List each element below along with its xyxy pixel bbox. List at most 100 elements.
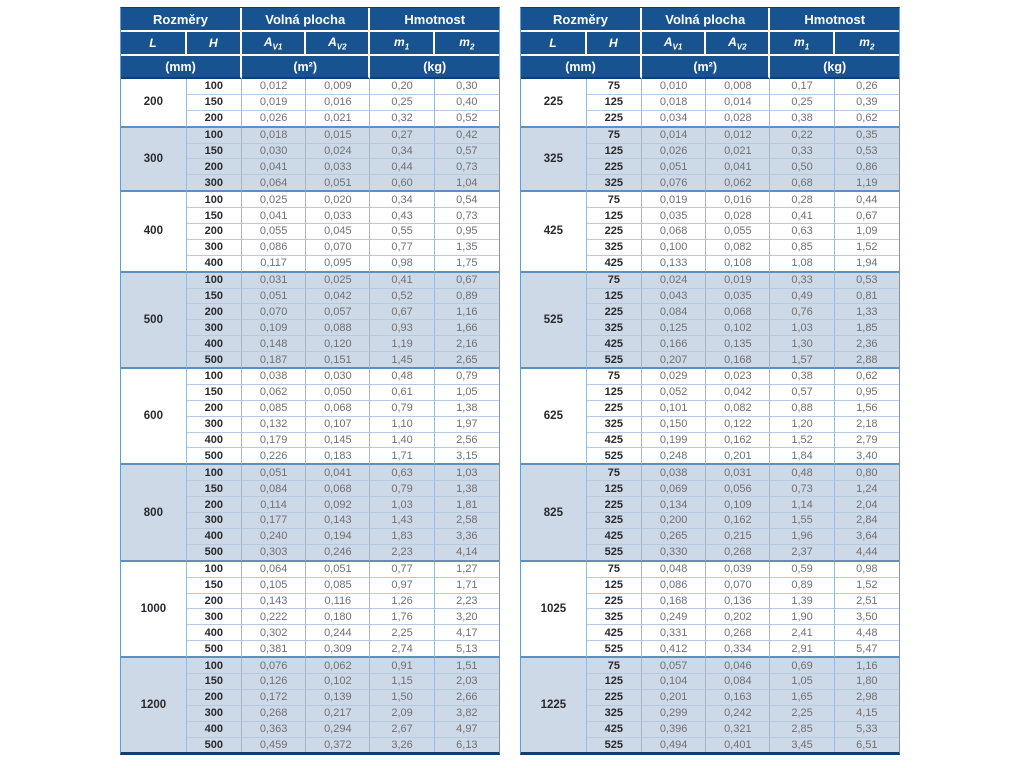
value-cell: 0,77 — [370, 561, 435, 578]
value-cell: 0,172 — [241, 689, 307, 706]
value-cell: 2,74 — [370, 641, 435, 659]
table-row: 225 0,034 0,028 0,38 0,62 — [521, 110, 899, 128]
h-cell: 325 — [586, 175, 642, 193]
table-row: 500 0,459 0,372 3,26 6,13 — [121, 737, 499, 753]
value-cell: 0,44 — [370, 159, 435, 176]
value-cell: 0,50 — [770, 159, 835, 176]
value-cell: 0,222 — [241, 609, 307, 626]
h-cell: 500 — [186, 544, 242, 562]
value-cell: 0,89 — [434, 288, 499, 305]
header-unit: (kg) — [770, 56, 899, 79]
h-cell: 150 — [186, 94, 242, 111]
value-cell: 0,381 — [241, 641, 307, 659]
value-cell: 0,048 — [641, 561, 707, 578]
value-cell: 2,18 — [834, 416, 899, 433]
l-cell: 300 — [121, 127, 187, 193]
value-cell: 0,249 — [641, 609, 707, 626]
value-cell: 1,57 — [770, 352, 835, 370]
value-cell: 0,041 — [241, 159, 307, 176]
h-cell: 125 — [586, 94, 642, 111]
h-cell: 225 — [586, 304, 642, 321]
h-cell: 425 — [586, 721, 642, 738]
value-cell: 0,045 — [306, 224, 371, 240]
data-table: Rozměry Volná plocha Hmotnost L H AV1 AV2 m1 m2(… — [521, 8, 899, 753]
header-group-label: Rozměry — [121, 8, 242, 32]
h-cell: 300 — [186, 320, 242, 337]
value-cell: 1,71 — [370, 448, 435, 466]
l-cell: 800 — [121, 465, 187, 562]
value-cell: 0,024 — [641, 272, 707, 289]
table-row: 425 0,133 0,108 1,08 1,94 — [521, 255, 899, 273]
value-cell: 0,162 — [706, 432, 771, 449]
value-cell: 0,200 — [641, 513, 707, 529]
value-cell: 0,102 — [706, 320, 771, 337]
h-cell: 400 — [186, 255, 242, 273]
header-symbol: m1 — [370, 32, 435, 56]
value-cell: 0,086 — [241, 239, 307, 256]
h-cell: 75 — [586, 465, 642, 482]
value-cell: 0,041 — [241, 208, 307, 225]
value-cell: 0,151 — [306, 352, 371, 370]
h-cell: 200 — [186, 400, 242, 417]
value-cell: 0,79 — [370, 481, 435, 498]
value-cell: 0,30 — [434, 79, 499, 95]
value-cell: 0,051 — [241, 465, 307, 482]
h-cell: 150 — [186, 577, 242, 594]
table-row: 125 0,086 0,070 0,89 1,52 — [521, 577, 899, 594]
header-symbol: L — [521, 32, 587, 56]
h-cell: 325 — [586, 416, 642, 433]
h-cell: 500 — [186, 737, 242, 753]
value-cell: 0,187 — [241, 352, 307, 370]
table-row: 325 0,299 0,242 2,25 4,15 — [521, 705, 899, 722]
h-cell: 225 — [586, 110, 642, 128]
value-cell: 0,116 — [306, 593, 371, 610]
value-cell: 0,25 — [370, 94, 435, 111]
value-cell: 1,38 — [434, 481, 499, 498]
l-cell: 500 — [121, 272, 187, 370]
value-cell: 3,20 — [434, 609, 499, 626]
table-row: 400 0,179 0,145 1,40 2,56 — [121, 432, 499, 449]
value-cell: 0,041 — [706, 159, 771, 176]
table-row: 150 0,019 0,016 0,25 0,40 — [121, 94, 499, 111]
value-cell: 0,248 — [641, 448, 707, 466]
value-cell: 2,98 — [834, 689, 899, 706]
value-cell: 0,143 — [241, 593, 307, 610]
value-cell: 0,016 — [706, 192, 771, 209]
value-cell: 0,44 — [834, 192, 899, 209]
value-cell: 1,19 — [370, 336, 435, 353]
value-cell: 1,84 — [770, 448, 835, 466]
value-cell: 1,33 — [834, 304, 899, 321]
h-cell: 150 — [186, 384, 242, 401]
l-cell: 625 — [521, 369, 587, 466]
l-cell: 425 — [521, 192, 587, 273]
value-cell: 0,056 — [706, 481, 771, 498]
value-cell: 0,81 — [834, 288, 899, 305]
value-cell: 1,52 — [834, 577, 899, 594]
table-row: 425 75 0,019 0,016 0,28 0,44 — [521, 192, 899, 273]
table-row: 300 0,177 0,143 1,43 2,58 — [121, 513, 499, 529]
table-row: 200 0,143 0,116 1,26 2,23 — [121, 593, 499, 610]
table-row: 225 0,134 0,109 1,14 2,04 — [521, 497, 899, 514]
table-row: 200 100 0,012 0,009 0,20 0,30 — [121, 79, 499, 128]
value-cell: 0,125 — [641, 320, 707, 337]
value-cell: 0,38 — [770, 369, 835, 385]
table-row: 225 75 0,010 0,008 0,17 0,26 — [521, 79, 899, 128]
value-cell: 5,13 — [434, 641, 499, 659]
table-row: 125 0,035 0,028 0,41 0,67 — [521, 208, 899, 225]
value-cell: 0,033 — [306, 159, 371, 176]
value-cell: 0,162 — [706, 513, 771, 529]
value-cell: 3,64 — [834, 528, 899, 545]
value-cell: 0,17 — [770, 79, 835, 95]
value-cell: 0,52 — [370, 288, 435, 305]
value-cell: 1,45 — [370, 352, 435, 370]
l-cell: 1000 — [121, 561, 187, 659]
table-row: 500 0,303 0,246 2,23 4,14 — [121, 544, 499, 562]
value-cell: 0,062 — [241, 384, 307, 401]
value-cell: 0,73 — [434, 208, 499, 225]
value-cell: 2,85 — [770, 721, 835, 738]
value-cell: 0,070 — [706, 577, 771, 594]
value-cell: 0,145 — [306, 432, 371, 449]
value-cell: 2,84 — [834, 513, 899, 529]
value-cell: 1,30 — [770, 336, 835, 353]
value-cell: 4,44 — [834, 544, 899, 562]
